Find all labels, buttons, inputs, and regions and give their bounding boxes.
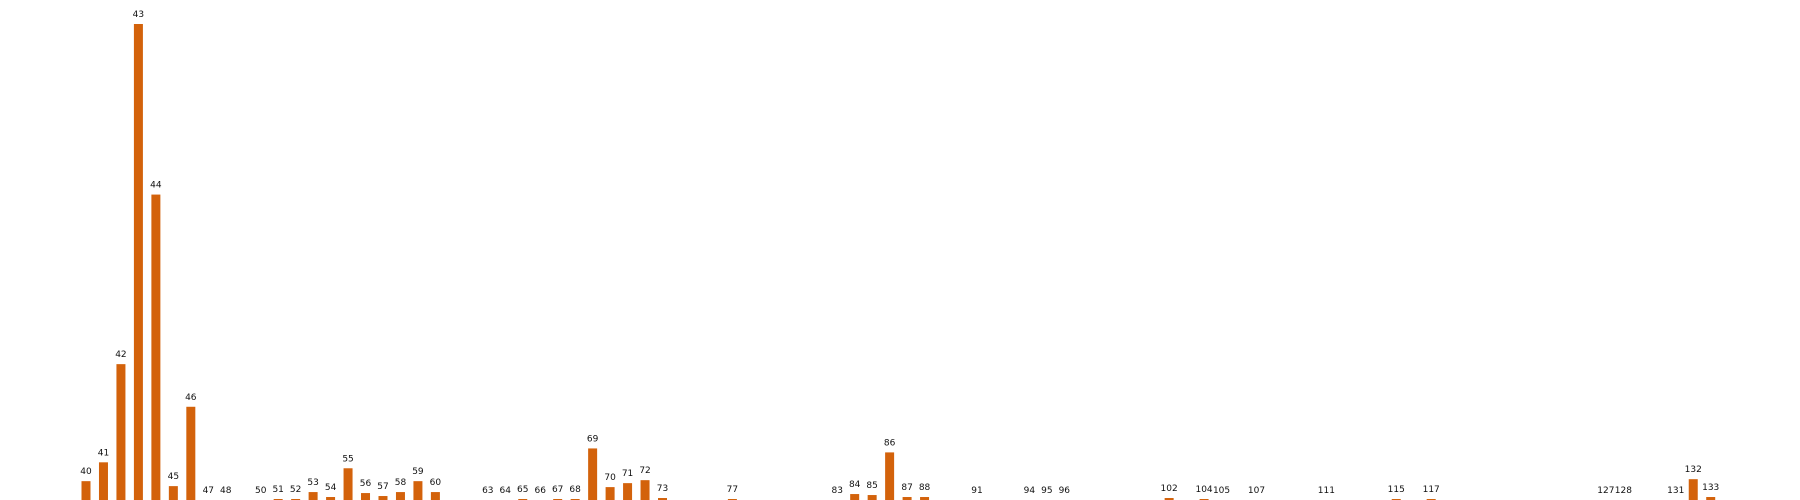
data-label-85: 85: [866, 481, 877, 491]
labels-group: 40 41 42 43 44 45 46 47 48 50 51 52 53 54 55 56 57 58 59 60…: [80, 10, 1719, 496]
data-label-42: 42: [115, 350, 126, 360]
data-label-59: 59: [412, 467, 424, 477]
data-label-95: 95: [1041, 486, 1052, 496]
data-label-73: 73: [657, 484, 668, 494]
data-label-52: 52: [290, 485, 301, 495]
data-label-94: 94: [1024, 486, 1036, 496]
bar-46: [186, 406, 196, 500]
bar-58: [395, 492, 405, 500]
bar-60: [430, 492, 440, 500]
data-label-72: 72: [639, 466, 650, 476]
data-label-43: 43: [133, 10, 144, 20]
data-label-70: 70: [604, 473, 616, 483]
data-label-65: 65: [517, 485, 528, 495]
data-label-128: 128: [1615, 486, 1632, 496]
bar-87: [902, 497, 912, 500]
data-label-55: 55: [342, 454, 353, 464]
bar-84: [850, 494, 860, 500]
data-label-56: 56: [360, 479, 372, 489]
data-label-44: 44: [150, 181, 162, 191]
data-label-86: 86: [884, 438, 896, 448]
data-label-54: 54: [325, 483, 337, 493]
data-label-105: 105: [1213, 486, 1230, 496]
data-label-111: 111: [1318, 486, 1335, 496]
data-label-51: 51: [272, 485, 283, 495]
data-label-91: 91: [971, 486, 982, 496]
bar-54: [326, 497, 336, 500]
data-label-69: 69: [587, 434, 599, 444]
data-label-45: 45: [168, 472, 179, 482]
data-label-40: 40: [80, 467, 92, 477]
data-label-53: 53: [307, 478, 318, 488]
data-label-66: 66: [534, 486, 546, 496]
data-label-88: 88: [919, 483, 931, 493]
data-label-96: 96: [1059, 486, 1071, 496]
data-label-84: 84: [849, 480, 861, 490]
data-label-77: 77: [727, 485, 738, 495]
data-label-131: 131: [1667, 486, 1684, 496]
bar-55: [343, 468, 353, 500]
bar-73: [658, 498, 668, 500]
data-label-71: 71: [622, 469, 633, 479]
bar-43: [133, 24, 143, 500]
bar-69: [588, 448, 598, 500]
bar-71: [623, 483, 633, 500]
data-label-50: 50: [255, 486, 267, 496]
bar-42: [116, 364, 126, 500]
bar-53: [308, 492, 318, 500]
data-label-60: 60: [430, 478, 442, 488]
bar-85: [867, 495, 877, 500]
data-label-68: 68: [569, 485, 581, 495]
bar-41: [98, 462, 108, 500]
bar-40: [81, 481, 91, 500]
data-label-67: 67: [552, 485, 563, 495]
bar-57: [378, 496, 388, 500]
data-label-41: 41: [98, 448, 109, 458]
bar-132: [1688, 479, 1698, 500]
data-label-133: 133: [1702, 483, 1719, 493]
data-label-47: 47: [203, 486, 214, 496]
bar-102: [1164, 498, 1174, 500]
data-label-87: 87: [901, 483, 912, 493]
bar-133: [1706, 497, 1716, 500]
data-label-48: 48: [220, 486, 232, 496]
data-label-64: 64: [500, 486, 512, 496]
bar-45: [168, 486, 178, 500]
bar-86: [885, 452, 895, 500]
data-label-46: 46: [185, 393, 197, 403]
data-label-57: 57: [377, 482, 388, 492]
bar-56: [361, 493, 371, 500]
bar-44: [151, 194, 161, 500]
data-label-83: 83: [831, 486, 842, 496]
data-label-115: 115: [1388, 485, 1405, 495]
bar-70: [605, 487, 615, 500]
bar-88: [920, 497, 930, 500]
data-label-104: 104: [1195, 485, 1212, 495]
data-label-58: 58: [395, 478, 407, 488]
data-label-63: 63: [482, 486, 493, 496]
data-label-132: 132: [1685, 465, 1702, 475]
data-label-127: 127: [1597, 486, 1614, 496]
data-label-102: 102: [1161, 484, 1178, 494]
data-label-117: 117: [1423, 485, 1440, 495]
bar-72: [640, 480, 650, 500]
bar-59: [413, 481, 423, 500]
data-label-107: 107: [1248, 486, 1265, 496]
